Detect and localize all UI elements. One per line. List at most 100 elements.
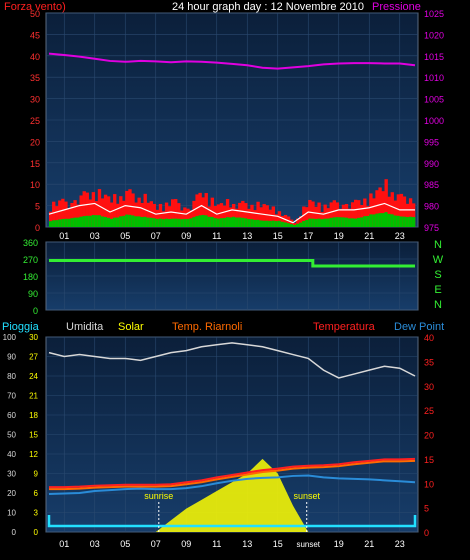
wind-gust-bar: [82, 191, 86, 227]
wind-gust-bar: [241, 200, 245, 227]
wind-gust-bar: [393, 200, 397, 227]
wind-gust-bar: [280, 215, 285, 227]
time-tick-label: 03: [90, 231, 100, 241]
pressure-tick-label: 1005: [424, 95, 444, 105]
wind-tick-label: 25: [30, 116, 40, 126]
wind-gust-bar: [204, 193, 208, 227]
time-tick-label: 09: [181, 539, 191, 549]
temperature-tick-label: 40: [424, 333, 434, 343]
time-tick-label: 09: [181, 231, 191, 241]
wind-gust-bar: [268, 209, 272, 227]
wind-low-bar: [241, 217, 245, 227]
rain-tick-label: 60: [7, 411, 16, 420]
pressure-tick-label: 1020: [424, 30, 444, 40]
rain-tick-label: 50: [7, 431, 16, 440]
wind-low-bar: [293, 225, 297, 227]
wind-low-bar: [286, 223, 291, 227]
rain-tick-label: 70: [7, 392, 16, 401]
wind-low-bar: [366, 215, 370, 227]
chart-title: 24 hour graph day : 12 Novembre 2010: [172, 1, 364, 13]
wind-low-bar: [265, 220, 269, 227]
wind-low-bar: [372, 214, 376, 227]
wind-tick-label: 15: [30, 159, 40, 169]
temp-riarnoli-line: [49, 459, 416, 491]
wind-gust-bar: [94, 201, 99, 227]
wind-low-bar: [216, 218, 221, 227]
wind-gust-bar: [49, 211, 53, 227]
wind-tick-label: 10: [30, 180, 40, 190]
wind-low-bar: [70, 218, 74, 227]
time-tick-label: 21: [364, 231, 374, 241]
wind-gust-bar: [216, 204, 221, 227]
pressure-tick-label: 1010: [424, 73, 444, 83]
wind-low-bar: [405, 217, 410, 227]
rain-axis-labels: 0 10 20 30 40 50 60 70 80 90 100: [3, 333, 17, 537]
wind-gust-bar: [110, 202, 114, 227]
legend-dew-point: Dew Point: [394, 321, 444, 333]
solar-tick-label: 30: [29, 333, 38, 342]
wind-gust-bar: [357, 200, 361, 227]
wind-gust-bar: [225, 199, 230, 227]
wind-low-bar: [326, 218, 330, 227]
wind-gust-bar: [67, 208, 71, 227]
rain-tick-label: 10: [7, 509, 16, 518]
compass-s-label: S: [434, 269, 441, 281]
wind-gust-bar: [88, 199, 92, 227]
wind-average-line: [48, 202, 415, 224]
temperature-tick-label: 30: [424, 382, 434, 392]
wind-low-bar: [91, 215, 96, 227]
wind-gust-bar: [73, 200, 77, 227]
wind-gust-bar: [259, 207, 263, 227]
wind-low-bar: [232, 216, 236, 227]
wind-gust-bar: [91, 192, 96, 227]
time-tick-label: 01: [59, 231, 69, 241]
direction-tick-label: 360: [23, 238, 38, 248]
wind-low-bar: [73, 217, 77, 227]
wind-low-bar: [177, 218, 181, 227]
direction-tick-label: 270: [23, 255, 38, 265]
wind-low-bar: [375, 213, 379, 227]
wind-low-bar: [222, 217, 227, 227]
wind-low-bar: [76, 217, 80, 227]
wind-gust-bar: [341, 204, 346, 227]
rain-tick-label: 30: [7, 470, 16, 479]
legend-temp-riarnoli: Temp. Riarnoli: [172, 321, 242, 333]
solar-tick-label: 21: [29, 392, 38, 401]
wind-low-bar: [271, 220, 275, 227]
wind-gust-bar: [347, 208, 352, 227]
wind-low-bar: [235, 217, 239, 227]
wind-low-bar: [82, 216, 86, 227]
wind-low-bar: [360, 217, 364, 227]
wind-low-bar: [296, 223, 300, 227]
wind-low-bar: [164, 218, 169, 227]
wind-gust-bar: [329, 202, 333, 227]
wind-gust-bar: [228, 207, 233, 227]
rain-tick-label: 0: [12, 528, 17, 537]
direction-series: [49, 259, 415, 268]
wind-low-bar: [79, 216, 83, 227]
wind-low-bar: [155, 218, 160, 227]
wind-low-bar: [128, 214, 132, 227]
wind-gust-bar: [70, 202, 74, 227]
wind-low-bar: [268, 220, 272, 227]
wind-tick-label: 50: [30, 9, 40, 19]
wind-gust-bar: [375, 190, 379, 227]
wind-low-bar: [110, 218, 114, 227]
wind-low-bar: [183, 218, 187, 227]
wind-low-bar: [314, 218, 318, 227]
temperature-tick-label: 20: [424, 431, 434, 441]
wind-gust-bar: [390, 192, 394, 227]
wind-low-bar: [122, 215, 126, 227]
wind-direction-line: [49, 259, 415, 268]
solar-tick-label: 12: [29, 450, 38, 459]
pressure-tick-label: 985: [424, 180, 439, 190]
wind-gust-bar: [405, 203, 410, 227]
time-tick-label: 07: [151, 539, 161, 549]
wind-gust-bar: [119, 196, 123, 227]
wind-gust-bar: [222, 205, 227, 227]
time-tick-label: 19: [334, 231, 344, 241]
sunrise-label: sunrise: [144, 491, 173, 501]
wind-gust-bar: [180, 210, 184, 227]
